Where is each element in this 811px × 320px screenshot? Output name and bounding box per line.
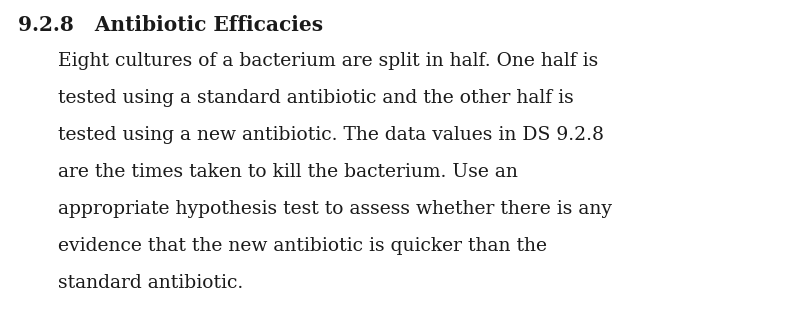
Text: tested using a new antibiotic. The data values in DS 9.2.8: tested using a new antibiotic. The data …	[58, 126, 603, 144]
Text: standard antibiotic.: standard antibiotic.	[58, 274, 243, 292]
Text: appropriate hypothesis test to assess whether there is any: appropriate hypothesis test to assess wh…	[58, 200, 611, 218]
Text: are the times taken to kill the bacterium. Use an: are the times taken to kill the bacteriu…	[58, 163, 517, 181]
Text: tested using a standard antibiotic and the other half is: tested using a standard antibiotic and t…	[58, 89, 573, 107]
Text: 9.2.8   Antibiotic Efficacies: 9.2.8 Antibiotic Efficacies	[18, 15, 323, 35]
Text: evidence that the new antibiotic is quicker than the: evidence that the new antibiotic is quic…	[58, 237, 547, 255]
Text: Eight cultures of a bacterium are split in half. One half is: Eight cultures of a bacterium are split …	[58, 52, 598, 70]
